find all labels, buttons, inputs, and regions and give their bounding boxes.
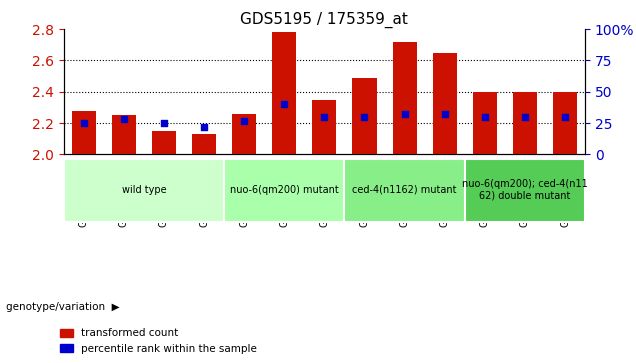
FancyBboxPatch shape	[224, 159, 345, 221]
Bar	[553, 92, 577, 155]
Bar	[432, 53, 457, 155]
FancyBboxPatch shape	[64, 159, 224, 221]
Point	[159, 120, 169, 126]
Point	[399, 111, 410, 117]
FancyBboxPatch shape	[345, 159, 465, 221]
Text: nuo-6(qm200); ced-4(n11
62) double mutant: nuo-6(qm200); ced-4(n11 62) double mutan…	[462, 179, 588, 201]
Bar	[312, 99, 336, 155]
Bar	[112, 115, 136, 155]
Legend: transformed count, percentile rank within the sample: transformed count, percentile rank withi…	[56, 324, 261, 358]
Point	[560, 114, 570, 120]
Point	[439, 111, 450, 117]
Bar	[513, 92, 537, 155]
Text: genotype/variation  ▶: genotype/variation ▶	[6, 302, 120, 312]
Point	[359, 114, 370, 120]
Bar	[152, 131, 176, 155]
Point	[199, 124, 209, 130]
Bar	[272, 32, 296, 155]
Point	[79, 120, 89, 126]
Point	[239, 118, 249, 123]
Point	[480, 114, 490, 120]
Text: wild type: wild type	[121, 185, 166, 195]
Bar	[232, 114, 256, 155]
Bar	[72, 111, 95, 155]
Bar	[352, 78, 377, 155]
Point	[119, 117, 129, 122]
Bar	[392, 42, 417, 155]
Bar	[473, 92, 497, 155]
Point	[279, 101, 289, 107]
Point	[319, 114, 329, 120]
Text: ced-4(n1162) mutant: ced-4(n1162) mutant	[352, 185, 457, 195]
FancyBboxPatch shape	[465, 159, 585, 221]
Title: GDS5195 / 175359_at: GDS5195 / 175359_at	[240, 12, 408, 28]
Text: nuo-6(qm200) mutant: nuo-6(qm200) mutant	[230, 185, 338, 195]
Point	[520, 114, 530, 120]
Bar	[192, 134, 216, 155]
